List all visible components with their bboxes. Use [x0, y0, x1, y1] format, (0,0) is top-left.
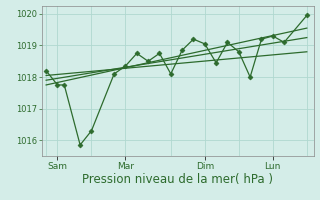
- X-axis label: Pression niveau de la mer( hPa ): Pression niveau de la mer( hPa ): [82, 173, 273, 186]
